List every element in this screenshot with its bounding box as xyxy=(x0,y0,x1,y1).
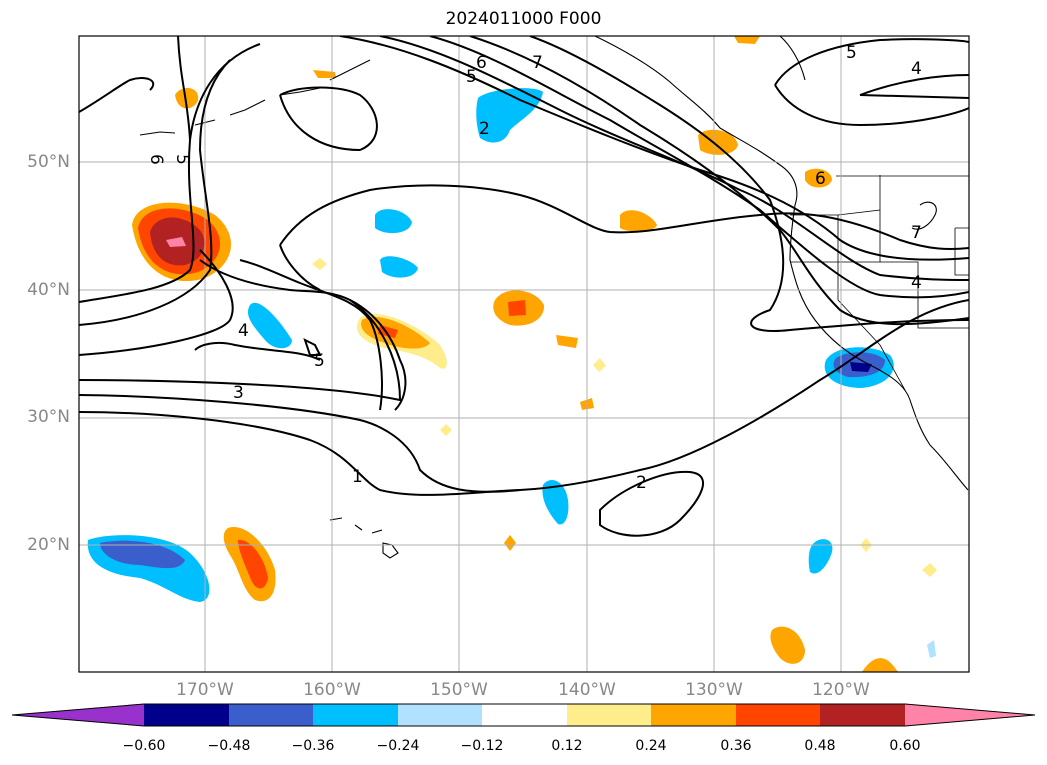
lon-label: 150°W xyxy=(430,680,488,700)
colorbar-tick-label: −0.48 xyxy=(207,738,251,754)
lat-label: 30°N xyxy=(27,407,70,427)
colorbar-tick-label: −0.24 xyxy=(376,738,420,754)
colorbar-extend-max xyxy=(905,704,1035,726)
contour-label: 7 xyxy=(911,223,922,243)
lon-label: 170°W xyxy=(176,680,234,700)
contour-label: 5 xyxy=(846,43,857,63)
contour-label: 2 xyxy=(636,473,647,493)
lon-label: 160°W xyxy=(303,680,361,700)
contour-label: 5 xyxy=(314,351,325,371)
colorbar-tick-label: −0.36 xyxy=(291,738,335,754)
colorbar-segment xyxy=(398,704,482,726)
colorbar-outline xyxy=(11,703,1036,727)
colorbar-tick-label: 0.60 xyxy=(889,738,921,754)
contour-label-group: 6 5 7 6 5 5 4 2 4 5 3 1 2 7 4 6 xyxy=(146,43,922,493)
colorbar-tick-label: −0.60 xyxy=(122,738,166,754)
lon-label: 130°W xyxy=(685,680,743,700)
contour-label: 3 xyxy=(233,383,244,403)
contour-label: 6 xyxy=(815,169,826,189)
colorbar-segment xyxy=(567,704,651,726)
colorbar-segment xyxy=(651,704,736,726)
colorbar-segment xyxy=(144,704,229,726)
colorbar-segment xyxy=(313,704,398,726)
colorbar-tick-label: 0.12 xyxy=(551,738,583,754)
contour-lines xyxy=(79,36,969,537)
contour-label: 2 xyxy=(479,119,490,139)
colorbar-tick-label: 0.24 xyxy=(635,738,667,754)
colorbar-extend-min xyxy=(12,704,144,726)
colorbar xyxy=(11,703,1036,727)
contour-label: 7 xyxy=(532,53,543,73)
lon-label: 140°W xyxy=(558,680,616,700)
lat-label: 20°N xyxy=(27,535,70,555)
graticule xyxy=(79,36,969,672)
lat-label: 40°N xyxy=(27,280,70,300)
contour-label: 4 xyxy=(911,273,922,293)
colorbar-segment xyxy=(736,704,820,726)
colorbar-segment xyxy=(229,704,313,726)
map-plot-area: 6 5 7 6 5 5 4 2 4 5 3 1 2 7 4 6 xyxy=(79,36,969,672)
colorbar-tick-label: −0.12 xyxy=(460,738,504,754)
map-border xyxy=(78,35,970,673)
lat-label: 50°N xyxy=(27,152,70,172)
contour-label: 6 xyxy=(476,53,487,73)
contour-label: 5 xyxy=(172,154,192,165)
contour-label: 1 xyxy=(352,467,363,487)
map-title: 2024011000 F000 xyxy=(445,9,602,29)
contour-label: 5 xyxy=(466,67,477,87)
contour-label: 4 xyxy=(911,59,922,79)
colorbar-segment xyxy=(820,704,905,726)
contour-label: 4 xyxy=(238,321,249,341)
colorbar-tick-label: 0.48 xyxy=(804,738,836,754)
colorbar-segment xyxy=(482,704,567,726)
contour-label: 6 xyxy=(146,154,166,165)
anomaly-shading xyxy=(87,36,937,672)
colorbar-tick-label: 0.36 xyxy=(720,738,752,754)
lon-label: 120°W xyxy=(812,680,870,700)
